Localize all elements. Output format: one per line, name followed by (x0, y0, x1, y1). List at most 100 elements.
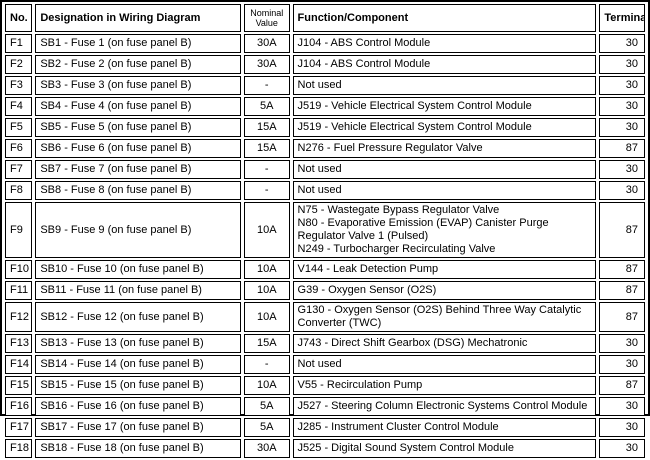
cell-fuse-number: F13 (5, 334, 33, 353)
header-terminal: Terminal (599, 4, 645, 32)
table-row: F13 SB13 - Fuse 13 (on fuse panel B) 15A… (5, 334, 645, 353)
cell-fuse-number: F3 (5, 76, 33, 95)
cell-terminal: 30 (599, 34, 645, 53)
cell-designation: SB13 - Fuse 13 (on fuse panel B) (35, 334, 241, 353)
cell-terminal: 87 (599, 260, 645, 279)
cell-fuse-number: F5 (5, 118, 33, 137)
cell-fuse-number: F17 (5, 418, 33, 437)
cell-designation: SB8 - Fuse 8 (on fuse panel B) (35, 181, 241, 200)
header-no: No. (5, 4, 33, 32)
cell-terminal: 87 (599, 202, 645, 258)
cell-function: J519 - Vehicle Electrical System Control… (292, 97, 597, 116)
cell-designation: SB15 - Fuse 15 (on fuse panel B) (35, 376, 241, 395)
table-row: F7 SB7 - Fuse 7 (on fuse panel B) - Not … (5, 160, 645, 179)
cell-designation: SB9 - Fuse 9 (on fuse panel B) (35, 202, 241, 258)
cell-designation: SB7 - Fuse 7 (on fuse panel B) (35, 160, 241, 179)
table-row: F8 SB8 - Fuse 8 (on fuse panel B) - Not … (5, 181, 645, 200)
table-row: F15 SB15 - Fuse 15 (on fuse panel B) 10A… (5, 376, 645, 395)
cell-function: Not used (292, 160, 597, 179)
cell-terminal: 30 (599, 160, 645, 179)
cell-fuse-number: F10 (5, 260, 33, 279)
cell-terminal: 30 (599, 55, 645, 74)
cell-fuse-number: F8 (5, 181, 33, 200)
table-row: F3 SB3 - Fuse 3 (on fuse panel B) - Not … (5, 76, 645, 95)
header-nominal-value: Nominal Value (243, 4, 290, 32)
cell-nominal-value: - (243, 76, 290, 95)
cell-function: J743 - Direct Shift Gearbox (DSG) Mechat… (292, 334, 597, 353)
cell-fuse-number: F6 (5, 139, 33, 158)
cell-terminal: 87 (599, 302, 645, 332)
cell-fuse-number: F15 (5, 376, 33, 395)
cell-function: J519 - Vehicle Electrical System Control… (292, 118, 597, 137)
cell-fuse-number: F11 (5, 281, 33, 300)
cell-nominal-value: 5A (243, 418, 290, 437)
cell-nominal-value: 5A (243, 397, 290, 416)
cell-fuse-number: F12 (5, 302, 33, 332)
table-row: F11 SB11 - Fuse 11 (on fuse panel B) 10A… (5, 281, 645, 300)
cell-nominal-value: 15A (243, 118, 290, 137)
table-row: F5 SB5 - Fuse 5 (on fuse panel B) 15A J5… (5, 118, 645, 137)
cell-nominal-value: 30A (243, 55, 290, 74)
table-row: F10 SB10 - Fuse 10 (on fuse panel B) 10A… (5, 260, 645, 279)
cell-fuse-number: F9 (5, 202, 33, 258)
header-function: Function/Component (292, 4, 597, 32)
cell-designation: SB1 - Fuse 1 (on fuse panel B) (35, 34, 241, 53)
cell-function: J104 - ABS Control Module (292, 55, 597, 74)
cell-designation: SB3 - Fuse 3 (on fuse panel B) (35, 76, 241, 95)
cell-nominal-value: 30A (243, 34, 290, 53)
cell-designation: SB5 - Fuse 5 (on fuse panel B) (35, 118, 241, 137)
cell-function: Not used (292, 355, 597, 374)
cell-terminal: 30 (599, 334, 645, 353)
table-row: F17 SB17 - Fuse 17 (on fuse panel B) 5A … (5, 418, 645, 437)
table-row: F9 SB9 - Fuse 9 (on fuse panel B) 10A N7… (5, 202, 645, 258)
cell-function: N75 - Wastegate Bypass Regulator Valve N… (292, 202, 597, 258)
cell-terminal: 87 (599, 281, 645, 300)
cell-designation: SB17 - Fuse 17 (on fuse panel B) (35, 418, 241, 437)
cell-function: G39 - Oxygen Sensor (O2S) (292, 281, 597, 300)
cell-terminal: 30 (599, 397, 645, 416)
table-row: F2 SB2 - Fuse 2 (on fuse panel B) 30A J1… (5, 55, 645, 74)
cell-nominal-value: 10A (243, 260, 290, 279)
cell-function: Not used (292, 181, 597, 200)
cell-designation: SB12 - Fuse 12 (on fuse panel B) (35, 302, 241, 332)
cell-designation: SB16 - Fuse 16 (on fuse panel B) (35, 397, 241, 416)
cell-function: V55 - Recirculation Pump (292, 376, 597, 395)
cell-function: G130 - Oxygen Sensor (O2S) Behind Three … (292, 302, 597, 332)
cell-designation: SB18 - Fuse 18 (on fuse panel B) (35, 439, 241, 458)
cell-terminal: 30 (599, 439, 645, 458)
table-row: F14 SB14 - Fuse 14 (on fuse panel B) - N… (5, 355, 645, 374)
cell-fuse-number: F14 (5, 355, 33, 374)
cell-function: N276 - Fuel Pressure Regulator Valve (292, 139, 597, 158)
cell-fuse-number: F2 (5, 55, 33, 74)
cell-designation: SB14 - Fuse 14 (on fuse panel B) (35, 355, 241, 374)
cell-fuse-number: F18 (5, 439, 33, 458)
cell-terminal: 30 (599, 355, 645, 374)
cell-fuse-number: F1 (5, 34, 33, 53)
cell-function: J527 - Steering Column Electronic System… (292, 397, 597, 416)
cell-nominal-value: 15A (243, 334, 290, 353)
cell-terminal: 87 (599, 139, 645, 158)
cell-terminal: 30 (599, 118, 645, 137)
cell-designation: SB11 - Fuse 11 (on fuse panel B) (35, 281, 241, 300)
cell-terminal: 30 (599, 76, 645, 95)
table-row: F18 SB18 - Fuse 18 (on fuse panel B) 30A… (5, 439, 645, 458)
cell-nominal-value: - (243, 181, 290, 200)
cell-function: J104 - ABS Control Module (292, 34, 597, 53)
table-row: F16 SB16 - Fuse 16 (on fuse panel B) 5A … (5, 397, 645, 416)
cell-fuse-number: F16 (5, 397, 33, 416)
cell-terminal: 30 (599, 418, 645, 437)
table-row: F6 SB6 - Fuse 6 (on fuse panel B) 15A N2… (5, 139, 645, 158)
header-designation: Designation in Wiring Diagram (35, 4, 241, 32)
header-row: No. Designation in Wiring Diagram Nomina… (5, 4, 645, 32)
cell-nominal-value: 10A (243, 376, 290, 395)
cell-nominal-value: - (243, 355, 290, 374)
cell-function: V144 - Leak Detection Pump (292, 260, 597, 279)
cell-function: J285 - Instrument Cluster Control Module (292, 418, 597, 437)
cell-designation: SB4 - Fuse 4 (on fuse panel B) (35, 97, 241, 116)
cell-designation: SB6 - Fuse 6 (on fuse panel B) (35, 139, 241, 158)
table-row: F1 SB1 - Fuse 1 (on fuse panel B) 30A J1… (5, 34, 645, 53)
cell-designation: SB10 - Fuse 10 (on fuse panel B) (35, 260, 241, 279)
